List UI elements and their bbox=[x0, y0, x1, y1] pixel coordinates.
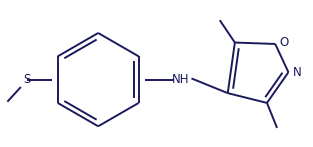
Text: S: S bbox=[23, 73, 31, 86]
Text: O: O bbox=[280, 36, 289, 49]
Text: NH: NH bbox=[172, 73, 189, 86]
Text: N: N bbox=[293, 66, 302, 79]
